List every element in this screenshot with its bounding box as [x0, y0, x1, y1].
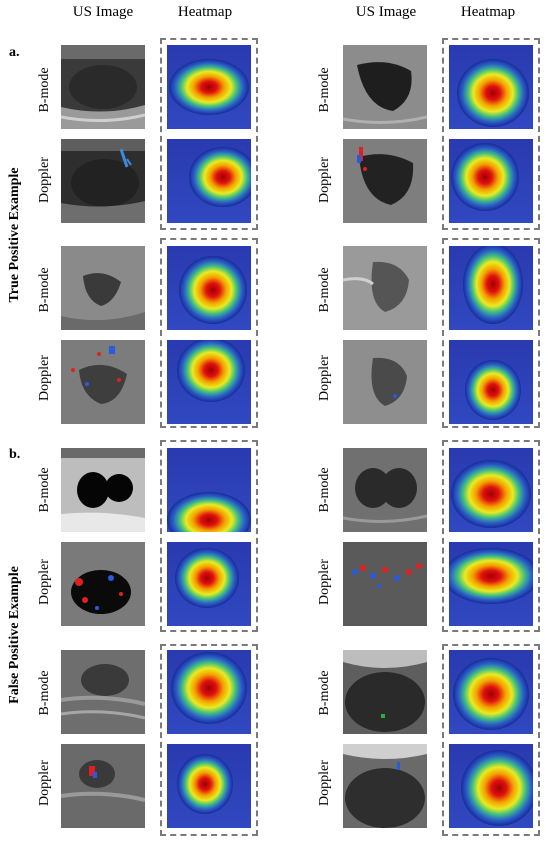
- us-image-bmode: [343, 246, 427, 330]
- heatmap-doppler: [167, 340, 251, 424]
- us-image-doppler: [61, 744, 145, 828]
- heatmap-doppler: [449, 744, 533, 828]
- heatmap-doppler: [167, 744, 251, 828]
- heatmap-bmode: [167, 246, 251, 330]
- us-image-doppler: [61, 139, 145, 223]
- heatmap-group-box: [160, 238, 258, 428]
- row-label-bmode: B-mode: [37, 267, 52, 313]
- header-us-image-left: US Image: [72, 4, 134, 20]
- heatmap-bmode: [449, 650, 533, 734]
- heatmap-group-box: [442, 38, 540, 230]
- us-image-bmode: [61, 448, 145, 532]
- us-image-doppler: [343, 744, 427, 828]
- us-image-doppler: [343, 139, 427, 223]
- row-label-doppler: Doppler: [37, 559, 52, 605]
- row-label-bmode: B-mode: [317, 467, 332, 513]
- row-label-doppler: Doppler: [37, 157, 52, 203]
- row-label-bmode: B-mode: [317, 670, 332, 716]
- header-us-image-right: US Image: [355, 4, 417, 20]
- row-label-bmode: B-mode: [37, 670, 52, 716]
- heatmap-group-box: [160, 644, 258, 836]
- us-image-bmode: [343, 650, 427, 734]
- heatmap-bmode: [167, 650, 251, 734]
- heatmap-group-box: [160, 38, 258, 230]
- us-image-bmode: [61, 650, 145, 734]
- us-image-doppler: [343, 542, 427, 626]
- heatmap-group-box: [160, 440, 258, 632]
- panel-label-b: b.: [9, 447, 21, 462]
- header-heatmap-right: Heatmap: [460, 4, 516, 20]
- heatmap-doppler: [167, 542, 251, 626]
- us-image-doppler: [61, 340, 145, 424]
- heatmap-doppler: [449, 542, 533, 626]
- row-label-doppler: Doppler: [317, 559, 332, 605]
- header-heatmap-left: Heatmap: [177, 4, 233, 20]
- heatmap-bmode: [167, 45, 251, 129]
- section-label-true-positive: True Positive Example: [7, 167, 22, 303]
- row-label-doppler: Doppler: [317, 355, 332, 401]
- us-image-doppler: [343, 340, 427, 424]
- us-image-bmode: [61, 246, 145, 330]
- heatmap-bmode: [449, 246, 533, 330]
- heatmap-doppler: [167, 139, 251, 223]
- heatmap-group-box: [442, 440, 540, 632]
- heatmap-doppler: [449, 139, 533, 223]
- heatmap-bmode: [167, 448, 251, 532]
- row-label-bmode: B-mode: [317, 67, 332, 113]
- row-label-bmode: B-mode: [317, 267, 332, 313]
- us-image-bmode: [343, 448, 427, 532]
- row-label-doppler: Doppler: [317, 157, 332, 203]
- row-label-doppler: Doppler: [317, 760, 332, 806]
- us-image-bmode: [61, 45, 145, 129]
- us-image-bmode: [343, 45, 427, 129]
- us-image-doppler: [61, 542, 145, 626]
- section-label-false-positive: False Positive Example: [7, 566, 22, 704]
- heatmap-group-box: [442, 644, 540, 836]
- row-label-bmode: B-mode: [37, 467, 52, 513]
- row-label-bmode: B-mode: [37, 67, 52, 113]
- panel-label-a: a.: [9, 45, 20, 60]
- heatmap-doppler: [449, 340, 533, 424]
- heatmap-bmode: [449, 45, 533, 129]
- heatmap-bmode: [449, 448, 533, 532]
- row-label-doppler: Doppler: [37, 355, 52, 401]
- row-label-doppler: Doppler: [37, 760, 52, 806]
- heatmap-group-box: [442, 238, 540, 428]
